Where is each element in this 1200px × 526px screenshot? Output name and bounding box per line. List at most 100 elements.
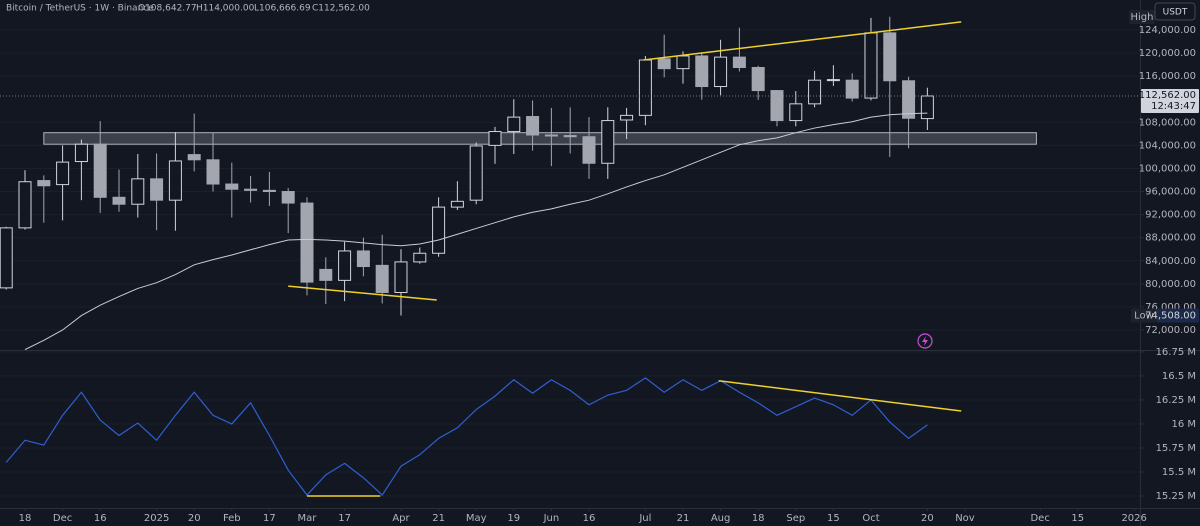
candle-body <box>206 159 220 185</box>
x-tick-label: 21 <box>432 513 445 524</box>
y-tick-label: 120,000.00 <box>1139 48 1196 59</box>
y-tick-label: 16.25 M <box>1156 395 1196 406</box>
candle-body <box>356 250 370 268</box>
candle-body <box>413 252 427 263</box>
x-tick-label: Feb <box>223 513 241 524</box>
candle-body <box>338 250 352 281</box>
low-value-box <box>1157 308 1199 323</box>
candle-body <box>300 202 314 283</box>
moving-average <box>24 112 928 350</box>
x-tick-label: Nov <box>955 513 975 524</box>
candle-body <box>620 114 634 121</box>
axes: 72,000.00 76,000.00 80,000.00 84,000.00 88,0… <box>19 2 1199 524</box>
candle-body <box>582 136 596 164</box>
candle-body <box>168 160 182 201</box>
x-tick-label: 2026 <box>1121 513 1146 524</box>
candle-body <box>319 268 333 281</box>
trendline <box>718 379 962 412</box>
candle-body <box>883 32 897 82</box>
y-tick-label: 116,000.00 <box>1139 71 1196 82</box>
candle-body <box>770 90 784 122</box>
candle-body <box>544 134 558 137</box>
candle-body <box>394 261 408 293</box>
y-tick-label: 16.5 M <box>1162 371 1196 382</box>
candle-body <box>450 200 464 208</box>
y-tick-label: 15.25 M <box>1156 491 1196 502</box>
y-tick-label: 104,000.00 <box>1139 140 1196 151</box>
x-tick-label: Oct <box>862 513 879 524</box>
candle-body <box>262 189 276 193</box>
x-tick-label: 18 <box>752 513 765 524</box>
currency-box <box>1154 2 1196 21</box>
candle-body <box>187 154 201 161</box>
high-tag-label: High <box>1131 12 1154 23</box>
currency: USDT <box>1163 8 1188 18</box>
x-tick-label: Aug <box>711 513 731 524</box>
price-tag-box <box>1141 88 1199 113</box>
candle-body <box>488 131 502 146</box>
x-tick-label: 21 <box>677 513 690 524</box>
x-tick-label: 2025 <box>144 513 169 524</box>
x-tick-label: 17 <box>263 513 276 524</box>
x-tick-label: Sep <box>786 513 805 524</box>
low-tag-label: Low <box>1134 311 1154 322</box>
candle-body <box>526 116 540 136</box>
x-tick-label: 18 <box>19 513 32 524</box>
countdown: 12:43:47 <box>1151 101 1196 112</box>
candle-body <box>432 206 446 254</box>
x-tick-label: Dec <box>53 513 72 524</box>
candle-body <box>112 196 126 205</box>
ohlc-label: O108,642.77 <box>138 4 197 14</box>
ohlc-label: H114,000.00 <box>196 4 255 14</box>
candle-body <box>507 116 521 133</box>
y-tick-label: 76,000.00 <box>1145 302 1196 313</box>
candle-body <box>695 55 709 88</box>
y-tick-label: 84,000.00 <box>1145 256 1196 267</box>
x-tick-label: 16 <box>94 513 107 524</box>
x-tick-label: Jun <box>543 513 560 524</box>
x-tick-label: May <box>466 513 487 524</box>
candle-body <box>601 120 615 164</box>
price-pane <box>0 16 1140 350</box>
candle-body <box>657 58 671 70</box>
x-tick-label: 15 <box>827 513 840 524</box>
chart-title: Bitcoin / TetherUS · 1W · Binance <box>6 4 154 14</box>
ohlc-label: C112,562.00 <box>312 4 370 14</box>
candle-body <box>18 181 32 229</box>
candle-body <box>638 59 652 116</box>
y-tick-label: 88,000.00 <box>1145 233 1196 244</box>
candle-body <box>714 56 728 88</box>
candle-body <box>826 79 840 82</box>
y-tick-label: 100,000.00 <box>1139 163 1196 174</box>
candle-body <box>150 178 164 201</box>
indicator-pane <box>0 351 1140 497</box>
y-tick-label: 124,000.00 <box>1139 25 1196 36</box>
candle-body <box>864 32 878 99</box>
x-tick-label: Dec <box>1030 513 1049 524</box>
candle-body <box>563 135 577 138</box>
candle-body <box>131 178 145 205</box>
y-tick-label: 72,000.00 <box>1145 325 1196 336</box>
y-tick-label: 15.5 M <box>1162 467 1196 478</box>
price-tag: 112,562.00 <box>1139 90 1196 101</box>
candle-body <box>37 180 51 187</box>
x-tick-label: Jul <box>638 513 651 524</box>
x-tick-label: 16 <box>583 513 596 524</box>
candle-body <box>0 227 13 289</box>
candle-body <box>732 56 746 68</box>
y-tick-label: 15.75 M <box>1156 443 1196 454</box>
candle-body <box>751 66 765 92</box>
ohlc-label: L106,666.69 <box>254 4 311 14</box>
indicator-line <box>5 377 928 496</box>
trendline <box>643 21 962 61</box>
candle-body <box>375 264 389 293</box>
low-tag-value: 74,508.00 <box>1145 311 1196 322</box>
candle-body <box>676 55 690 70</box>
y-tick-label: 16.75 M <box>1156 347 1196 358</box>
candle-body <box>845 79 859 99</box>
y-tick-label: 80,000.00 <box>1145 279 1196 290</box>
support-zone <box>43 132 1037 145</box>
candle-body <box>808 79 822 105</box>
